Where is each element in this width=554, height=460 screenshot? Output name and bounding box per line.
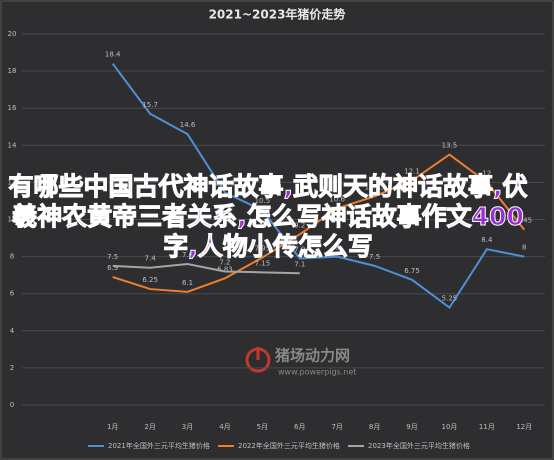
data-label: 7.1	[294, 260, 305, 268]
y-tick-label: 6	[10, 290, 15, 298]
series-line	[112, 153, 526, 293]
data-label: 9.45	[516, 217, 532, 225]
legend-label: 2021年全国外三元平均生猪价格	[108, 441, 210, 450]
data-label: 6.75	[404, 267, 420, 275]
x-tick-label: 12月	[516, 423, 532, 431]
series-line	[112, 263, 300, 275]
y-tick-label: 4	[10, 327, 15, 335]
y-tick-label: 10	[8, 216, 17, 224]
y-tick-label: 12	[8, 178, 17, 186]
data-label: 8	[522, 244, 526, 252]
data-label: 6.1	[182, 279, 193, 287]
x-tick-label: 5月	[257, 423, 268, 431]
data-label: 8	[335, 244, 339, 252]
data-label: 7.5	[107, 253, 118, 261]
data-label: 6.25	[142, 276, 158, 284]
x-tick-label: 3月	[182, 423, 193, 431]
x-tick-label: 11月	[479, 423, 495, 431]
x-tick-label: 4月	[219, 423, 230, 431]
data-label: 15.7	[142, 101, 158, 109]
data-label: 7.95	[255, 245, 271, 253]
y-tick-label: 14	[8, 141, 17, 149]
x-tick-label: 10月	[441, 423, 457, 431]
y-tick-label: 18	[8, 67, 17, 75]
data-label: 7.4	[145, 255, 157, 263]
legend-label: 2022年全国外三元平均生猪价格	[238, 441, 340, 450]
data-label: 7.9	[294, 245, 305, 253]
data-label: 6.83	[217, 265, 233, 273]
x-tick-label: 2月	[144, 423, 155, 431]
x-tick-label: 8月	[369, 423, 380, 431]
x-tick-label: 7月	[331, 423, 342, 431]
data-label: 6.9	[107, 264, 118, 272]
chart-title: 2021~2023年猪价走势	[209, 7, 346, 22]
data-label: 10.6	[329, 195, 345, 203]
x-tick-label: 1月	[107, 423, 118, 431]
data-label: 7.2	[219, 258, 230, 266]
legend-label: 2023年全国外三元平均生猪价格	[368, 441, 470, 450]
data-label: 5.25	[442, 295, 458, 303]
data-label: 9.2	[294, 221, 305, 229]
y-tick-label: 2	[10, 364, 14, 372]
overlay-text: 有哪些中国古代神话故事,武则天的神话故事,伏羲神农黄帝三者关系,怎么写神话故事作…	[8, 172, 528, 262]
watermark: www.powerpigs.net	[278, 368, 356, 377]
data-label: 7.6	[182, 251, 194, 259]
series-line	[111, 63, 525, 310]
data-label: 7.15	[255, 259, 271, 267]
y-tick-label: 0	[10, 401, 14, 409]
y-tick-label: 8	[10, 253, 14, 261]
data-label: 13.5	[442, 142, 458, 150]
data-label: 12.1	[404, 168, 420, 176]
data-label: 7.5	[369, 253, 380, 261]
x-tick-label: 6月	[294, 423, 305, 431]
data-label: 10.5	[255, 197, 271, 205]
data-label: 12	[482, 169, 491, 177]
data-label: 11.45	[215, 180, 235, 188]
watermark: 猪场动力网	[274, 347, 350, 365]
y-tick-label: 16	[8, 104, 17, 112]
y-tick-label: 20	[8, 30, 17, 38]
data-label: 8.4	[481, 236, 493, 244]
data-label: 11.25	[365, 183, 385, 191]
x-tick-label: 9月	[406, 423, 417, 431]
data-label: 14.6	[180, 121, 196, 129]
data-label: 18.4	[105, 51, 121, 59]
